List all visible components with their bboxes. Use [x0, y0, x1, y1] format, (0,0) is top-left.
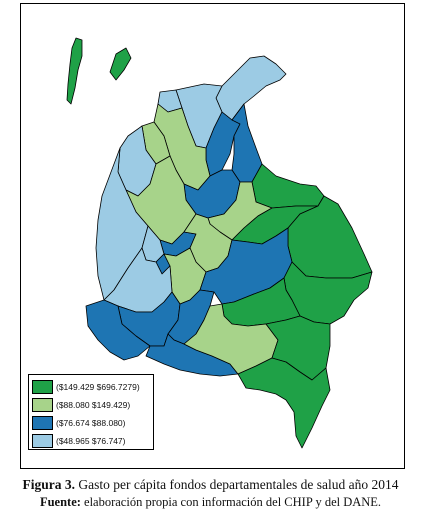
legend-swatch-class-2	[32, 398, 53, 412]
legend-item-1: ($149.429 $696.7279)	[32, 378, 150, 396]
map-legend: ($149.429 $696.7279) ($88.080 $149.429) …	[28, 374, 154, 450]
region-san-andres	[66, 37, 83, 105]
region-narino	[85, 299, 151, 361]
region-la-guajira	[215, 55, 287, 121]
source-caption-prefix: Fuente:	[39, 495, 81, 509]
legend-label-2: ($88.080 $149.429)	[56, 400, 131, 410]
legend-swatch-class-1	[32, 380, 53, 394]
colombia-choropleth-map	[66, 37, 373, 449]
region-norte-de-santander	[231, 103, 263, 183]
region-amazonas	[237, 357, 331, 449]
legend-swatch-class-4	[32, 434, 53, 448]
region-providencia	[109, 47, 132, 81]
legend-item-4: ($48.965 $76.747)	[32, 432, 150, 450]
legend-item-3: ($76.674 $88.080)	[32, 414, 150, 432]
figure-caption: Figura 3. Gasto per cápita fondos depart…	[0, 477, 421, 493]
legend-label-1: ($149.429 $696.7279)	[56, 382, 140, 392]
region-arauca	[251, 163, 325, 209]
source-caption: Fuente: elaboración propia con informaci…	[0, 495, 421, 510]
legend-label-3: ($76.674 $88.080)	[56, 418, 126, 428]
figure-caption-prefix: Figura 3.	[22, 477, 75, 492]
source-caption-text: elaboración propia con información del C…	[80, 495, 382, 509]
figure-caption-text: Gasto per cápita fondos departamentales …	[74, 477, 399, 492]
legend-swatch-class-3	[32, 416, 53, 430]
legend-label-4: ($48.965 $76.747)	[56, 436, 126, 446]
legend-item-2: ($88.080 $149.429)	[32, 396, 150, 414]
